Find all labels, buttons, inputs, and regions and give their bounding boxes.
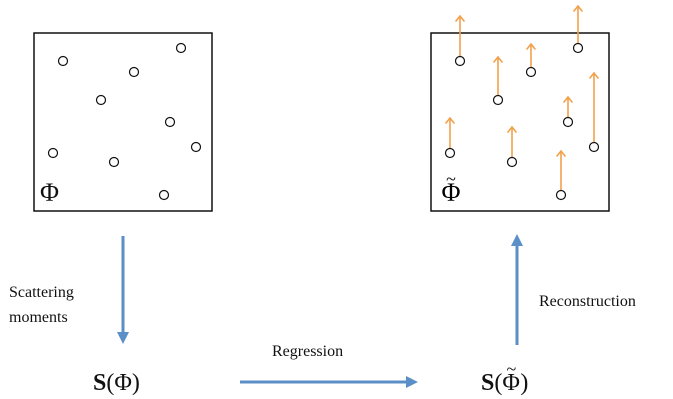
left-particles [47,42,202,201]
circle-icon [555,189,567,201]
phi-symbol: Φ [502,370,520,396]
circle-icon [95,94,107,106]
reconstruction-label: Reconstruction [539,293,636,310]
circle-icon [164,116,176,128]
circle-icon [562,116,574,128]
s-symbol: S [481,370,495,396]
circle-icon [128,66,140,78]
scattering-label-line1: Scattering [9,284,74,301]
tilde-mark: ~ [446,169,456,189]
s-phi-tilde-formula: S(~ Φ) [481,360,529,396]
arrow-up-icon [589,72,599,143]
tilde-mark: ~ [506,359,517,379]
right-box-phi: Φ [441,178,461,207]
circle-icon [47,147,59,159]
s-argument: (Φ) [106,370,140,396]
circle-icon [492,94,504,106]
circle-icon [190,141,202,153]
left-box-phi-label: Φ [40,178,60,207]
velocity-arrows [445,5,599,191]
circle-icon [506,156,518,168]
scattering-label-line2: moments [9,309,68,326]
phi-tilde: ~ Φ [502,360,520,396]
close-paren: ) [520,370,529,396]
circle-icon [158,189,170,201]
arrow-up-icon [556,150,566,191]
regression-label: Regression [272,343,344,360]
right-box-phi-tilde-label: ~ Φ [441,169,461,207]
circle-icon [444,147,456,159]
arrow-up-icon [507,126,517,158]
s-symbol: S [93,370,107,396]
arrow-up-icon [563,96,573,118]
arrow-up-icon [455,15,465,57]
arrow-up-icon [573,5,583,44]
arrow-up-icon [526,43,536,68]
arrow-up-icon [493,56,503,96]
circle-icon [57,55,69,67]
open-paren: ( [494,370,503,396]
circle-icon [572,42,584,54]
right-particles [444,42,600,201]
s-phi-formula: S(Φ) [93,371,140,395]
circle-icon [525,66,537,78]
arrow-up-icon [445,117,455,149]
circle-icon [588,141,600,153]
circle-icon [454,55,466,67]
circle-icon [108,156,120,168]
circle-icon [175,42,187,54]
